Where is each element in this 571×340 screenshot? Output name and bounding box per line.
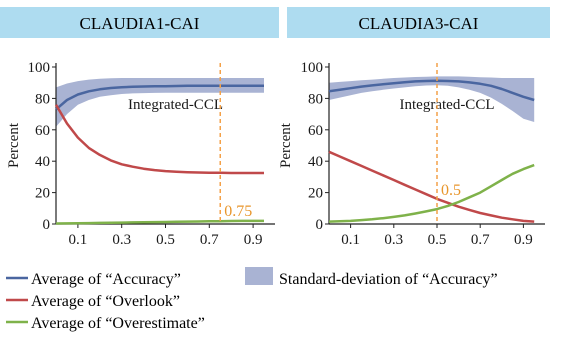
x-tick-label: 0.3 xyxy=(112,232,131,248)
plot-area: 0 20 40 60 80 100 0.1 0.3 0.5 0.7 0.9 Integrated-CC… xyxy=(6,60,275,248)
x-axis-label: Integrated-CCL xyxy=(128,97,223,113)
legend-label-accuracy: Average of “Accuracy” xyxy=(31,271,181,288)
y-tick-label: 60 xyxy=(35,123,50,139)
panel-title: CLAUDIA3-CAI xyxy=(359,14,479,33)
threshold-label: 0.75 xyxy=(224,203,252,220)
x-tick-label: 0.5 xyxy=(428,232,447,248)
x-tick-label: 0.9 xyxy=(244,232,263,248)
x-tick-label: 0.1 xyxy=(69,232,88,248)
x-tick-label: 0.1 xyxy=(341,232,360,248)
series-line-overlook xyxy=(54,104,264,175)
y-tick-label: 60 xyxy=(308,123,323,139)
series-line-accuracy xyxy=(328,79,535,102)
series-line-overestimate xyxy=(328,163,535,223)
panel-title-bg xyxy=(287,7,550,38)
y-tick-label: 80 xyxy=(35,91,50,107)
y-tick-label: 20 xyxy=(308,186,323,202)
y-tick-label: 100 xyxy=(28,60,51,76)
y-tick-label: 40 xyxy=(308,154,323,170)
plot-area: 0 20 40 60 80 100 0.1 0.3 0.5 0.7 0.9 Integrated-CC… xyxy=(278,60,545,248)
panel-title: CLAUDIA1-CAI xyxy=(80,14,200,33)
x-tick-label: 0.7 xyxy=(200,232,219,248)
panel-claudia3: CLAUDIA3-CAI 0 20 40 60 80 100 0.1 0.3 0.5 0.7 0.9… xyxy=(278,7,550,248)
x-tick-label: 0.9 xyxy=(514,232,533,248)
y-tick-label: 0 xyxy=(316,217,324,233)
y-axis-label: Percent xyxy=(6,122,22,168)
std-band xyxy=(56,78,264,127)
std-band xyxy=(329,76,535,122)
x-tick-label: 0.5 xyxy=(156,232,175,248)
legend-label-overestimate: Average of “Overestimate” xyxy=(31,315,205,332)
legend: Average of “Accuracy” Standard-deviation… xyxy=(6,267,498,332)
y-tick-label: 100 xyxy=(301,60,324,76)
y-tick-label: 20 xyxy=(35,186,50,202)
legend-swatch-std xyxy=(245,267,273,285)
y-tick-label: 80 xyxy=(308,91,323,107)
panel-claudia1: CLAUDIA1-CAI 0 20 40 60 80 100 0.1 0.3 0.5 0.7 0.9… xyxy=(0,7,279,248)
series-line-accuracy xyxy=(55,84,264,111)
series-line-overestimate xyxy=(55,219,264,225)
x-tick-label: 0.3 xyxy=(384,232,403,248)
legend-label-overlook: Average of “Overlook” xyxy=(31,293,180,310)
panel-title-bg xyxy=(0,7,279,38)
threshold-label: 0.5 xyxy=(441,182,461,199)
series-line-overlook xyxy=(328,150,535,223)
y-tick-label: 0 xyxy=(43,217,51,233)
x-tick-label: 0.7 xyxy=(471,232,490,248)
legend-label-std: Standard-deviation of “Accuracy” xyxy=(279,271,498,288)
y-tick-label: 40 xyxy=(35,154,50,170)
y-axis-label: Percent xyxy=(278,122,294,168)
x-axis-label: Integrated-CCL xyxy=(400,97,495,113)
